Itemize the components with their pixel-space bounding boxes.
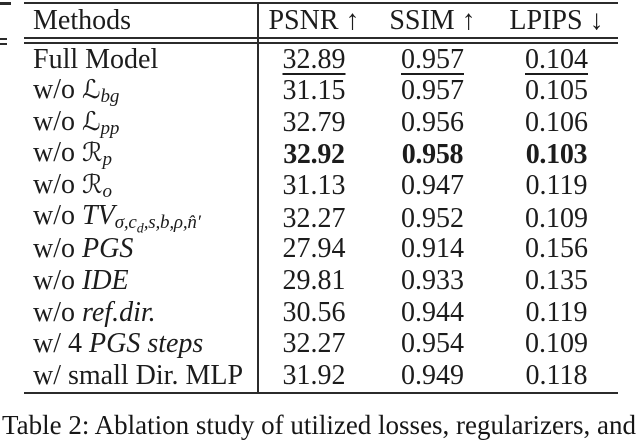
method-label: w/o ℒbg	[33, 74, 120, 108]
lpips-value: 0.156	[525, 233, 588, 265]
table-row: w/ small Dir. MLP 31.92 0.949 0.118	[24, 360, 618, 392]
ssim-value: 0.933	[401, 264, 464, 296]
table-row: w/o ℒpp 32.79 0.956 0.106	[24, 107, 618, 139]
ablation-table: Methods PSNR ↑ SSIM ↑ LPIPS ↓ Full Model 32.…	[24, 0, 618, 394]
lpips-value: 0.104	[525, 43, 588, 75]
table-row: w/o ℛp 32.92 0.958 0.103	[24, 139, 618, 171]
psnr-value: 30.56	[282, 296, 346, 328]
edge-artifact-double-rule	[0, 37, 7, 45]
psnr-value: 32.92	[283, 138, 345, 170]
method-label: w/o ℒpp	[33, 105, 120, 140]
lpips-value: 0.135	[525, 264, 588, 296]
ssim-value: 0.944	[401, 296, 464, 328]
lpips-value: 0.103	[525, 138, 588, 170]
lpips-value: 0.118	[525, 359, 588, 391]
table-row: w/ 4 PGS steps 32.27 0.954 0.109	[24, 328, 618, 360]
header-separator-rule	[24, 37, 618, 44]
ssim-value: 0.949	[401, 359, 464, 391]
psnr-value: 27.94	[282, 233, 346, 265]
method-label: w/o ℛo	[33, 169, 112, 203]
table-row: Full Model 32.89 0.957 0.104	[24, 44, 618, 76]
lpips-value: 0.109	[525, 203, 588, 235]
edge-artifact-top-rule	[0, 2, 11, 5]
psnr-value: 31.92	[282, 359, 346, 391]
lpips-value: 0.109	[525, 328, 588, 360]
method-label: w/ 4 PGS steps	[33, 328, 204, 360]
psnr-value: 29.81	[282, 264, 346, 296]
method-label: w/o PGS	[33, 233, 134, 265]
lpips-value: 0.106	[525, 106, 588, 138]
table-bottom-rule	[24, 391, 618, 394]
table-row: w/o ℒbg 31.15 0.957 0.105	[24, 76, 618, 108]
psnr-value: 32.27	[282, 328, 346, 360]
method-label: w/o IDE	[33, 264, 129, 296]
ssim-value: 0.956	[401, 106, 464, 138]
method-label: w/o ref.dir.	[33, 296, 156, 328]
ssim-value: 0.954	[401, 328, 464, 360]
table-body: Full Model 32.89 0.957 0.104 w/o ℒbg 31.15 0.9…	[24, 44, 618, 392]
table-row: w/o ref.dir. 30.56 0.944 0.119	[24, 297, 618, 329]
ssim-value: 0.914	[401, 233, 464, 265]
ssim-value: 0.957	[401, 43, 464, 75]
column-header: Methods	[33, 4, 131, 36]
psnr-value: 32.89	[282, 43, 346, 75]
table-row: w/o IDE 29.81 0.933 0.135	[24, 265, 618, 297]
lpips-value: 0.119	[525, 296, 588, 328]
ssim-value: 0.958	[401, 138, 464, 170]
ssim-value: 0.957	[401, 75, 464, 107]
method-label: w/o TVσ,cd,s,b,ρ,n̂′	[33, 199, 201, 237]
psnr-value: 31.13	[282, 170, 346, 202]
table-top-rule	[24, 2, 618, 4]
table-row: w/o ℛo 31.13 0.947 0.119	[24, 170, 618, 202]
column-header: PSNR ↑	[268, 4, 360, 36]
table-caption: Table 2: Ablation study of utilized loss…	[2, 410, 636, 440]
psnr-value: 31.15	[282, 75, 346, 107]
table-row: w/o TVσ,cd,s,b,ρ,n̂′ 32.27 0.952 0.109	[24, 199, 618, 237]
method-label: w/o ℛp	[33, 137, 112, 171]
lpips-value: 0.105	[525, 75, 588, 107]
method-label: w/ small Dir. MLP	[33, 359, 244, 391]
column-divider-rule	[257, 2, 259, 392]
psnr-value: 32.79	[282, 106, 346, 138]
column-header: LPIPS ↓	[509, 4, 604, 36]
column-header: SSIM ↑	[389, 4, 476, 36]
lpips-value: 0.119	[525, 170, 588, 202]
psnr-value: 32.27	[282, 203, 346, 235]
ssim-value: 0.947	[401, 170, 464, 202]
ssim-value: 0.952	[401, 203, 464, 235]
method-label: Full Model	[33, 43, 159, 75]
table-row: w/o PGS 27.94 0.914 0.156	[24, 234, 618, 266]
table-header-row: Methods PSNR ↑ SSIM ↑ LPIPS ↓	[24, 4, 618, 37]
